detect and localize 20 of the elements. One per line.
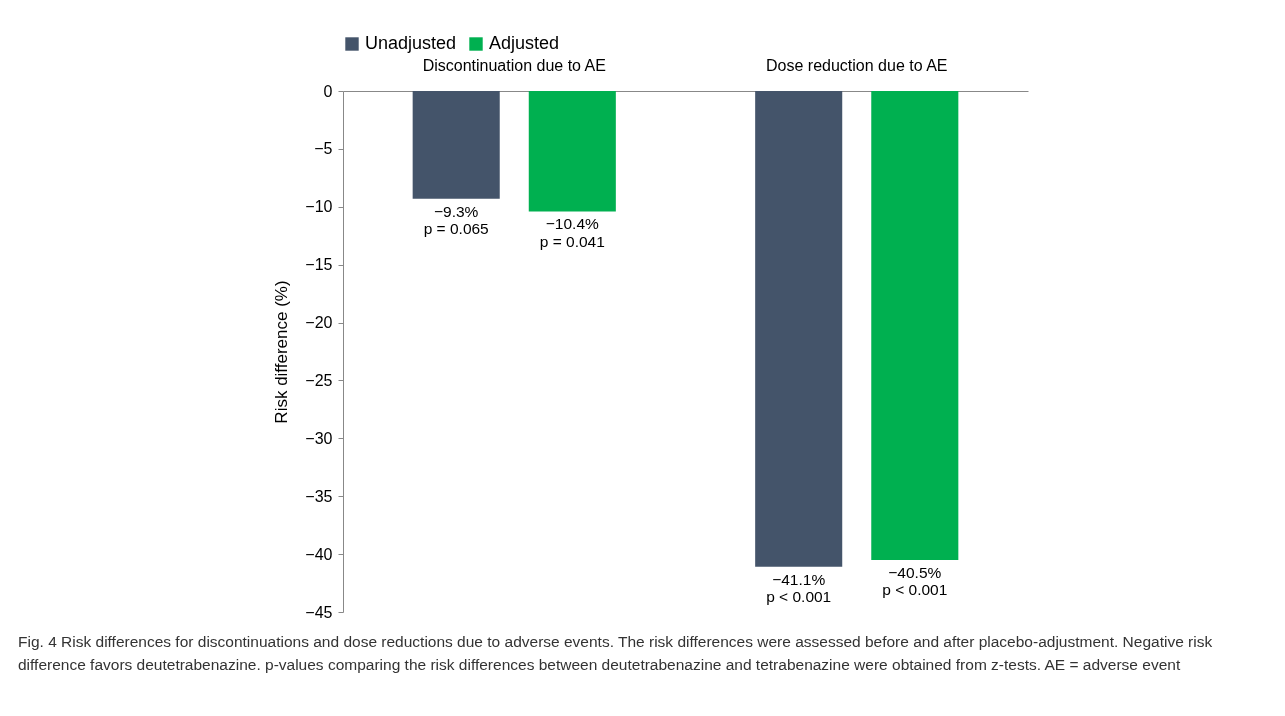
legend-label: Adjusted (489, 33, 560, 53)
y-tick-label: −30 (305, 429, 333, 447)
y-tick-label: −20 (305, 314, 333, 332)
data-label: −10.4% p = 0.041 (539, 215, 605, 250)
y-tick-label: 0 (323, 82, 333, 100)
data-label: −9.3% p = 0.065 (423, 202, 489, 238)
y-tick-label: −10 (305, 198, 333, 216)
x-tick-label: Discontinuation due to AE (422, 56, 606, 74)
data-label: −41.1% p < 0.001 (766, 570, 832, 606)
data-label: −40.5% p < 0.001 (882, 563, 948, 599)
y-tick-label: −5 (314, 140, 333, 158)
caption: Fig. 4 Risk differences for discontinuations and dose reductions due to adverse events. The risk differences were assessed before and after placebo-adjustment. Negative risk difference favors deutetrabenazine. p-values comparing the risk differences between deutetrabenazine and tetrabenazine were obtained from z-tests. AE = adverse event (18, 632, 1214, 675)
legend-label: Unadjusted (365, 33, 457, 53)
x-tick-label: Dose reduction due to AE (766, 56, 948, 74)
y-tick-label: −15 (305, 256, 333, 274)
y-tick-label: −45 (305, 603, 333, 621)
y-tick-label: −35 (305, 487, 333, 505)
y-axis-title: Risk difference (%) (272, 280, 292, 424)
y-tick-label: −40 (305, 545, 333, 563)
y-tick-label: −25 (305, 371, 333, 389)
